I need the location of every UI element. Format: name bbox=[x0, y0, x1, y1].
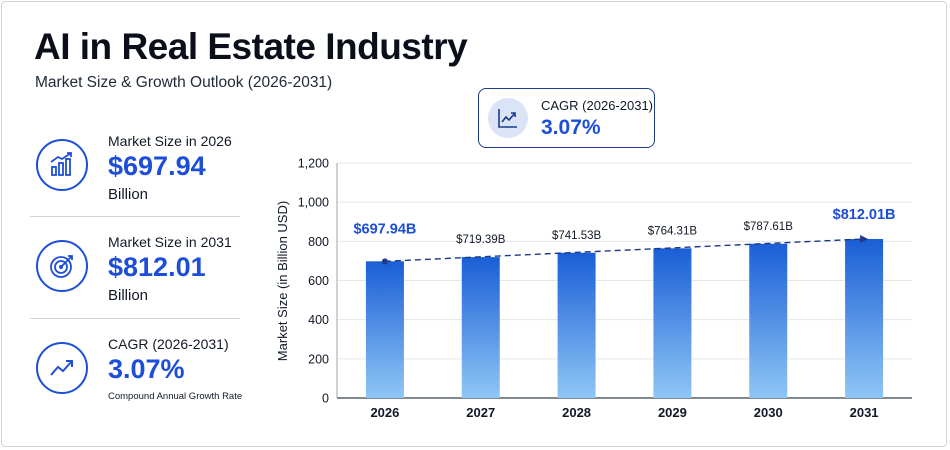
kpi-divider bbox=[30, 216, 240, 217]
bar-2028 bbox=[557, 252, 596, 398]
y-axis-label: Market Size (in Billion USD) bbox=[275, 201, 290, 361]
bar-2031 bbox=[845, 238, 884, 398]
kpi-value: $812.01 bbox=[108, 252, 206, 282]
line-chart-icon bbox=[488, 98, 528, 138]
cagr-callout-value: 3.07% bbox=[541, 116, 601, 139]
kpi-unit: Billion bbox=[108, 186, 149, 203]
x-tick-label: 2030 bbox=[754, 405, 783, 420]
kpi-label: Market Size in 2026 bbox=[108, 133, 232, 149]
y-tick-label: 200 bbox=[308, 352, 329, 366]
kpi-unit: Billion bbox=[108, 287, 149, 304]
trend-start-point bbox=[381, 258, 388, 265]
kpi-divider bbox=[30, 318, 240, 319]
x-tick-label: 2028 bbox=[562, 405, 591, 420]
kpi-note: Compound Annual Growth Rate bbox=[108, 391, 243, 402]
page-title: AI in Real Estate Industry bbox=[34, 26, 468, 67]
cagr-callout-label: CAGR (2026-2031) bbox=[541, 98, 653, 113]
kpi-cagr: CAGR (2026-2031) 3.07% Compound Annual G… bbox=[30, 328, 243, 416]
data-label: $787.61B bbox=[744, 221, 794, 233]
y-tick-label: 600 bbox=[308, 274, 329, 288]
data-label: $697.94B bbox=[353, 221, 416, 237]
data-label: $719.39B bbox=[456, 234, 506, 246]
data-label: $812.01B bbox=[833, 207, 896, 223]
cagr-callout: CAGR (2026-2031) 3.07% bbox=[478, 88, 655, 148]
bar-chart-growth-icon bbox=[36, 139, 88, 191]
bar-2027 bbox=[461, 257, 500, 398]
trend-up-icon bbox=[36, 342, 88, 394]
data-label: $764.31B bbox=[648, 225, 698, 237]
kpi-market-size-2031: Market Size in 2031 $812.01 Billion bbox=[30, 226, 240, 314]
y-tick-label: 1,000 bbox=[298, 196, 329, 210]
bar-2026 bbox=[365, 261, 404, 398]
kpi-label: Market Size in 2031 bbox=[108, 234, 232, 250]
x-tick-label: 2027 bbox=[466, 405, 495, 420]
kpi-value: $697.94 bbox=[108, 151, 206, 181]
page-subtitle: Market Size & Growth Outlook (2026-2031) bbox=[35, 74, 333, 91]
y-tick-label: 0 bbox=[322, 392, 329, 406]
kpi-market-size-2026: Market Size in 2026 $697.94 Billion bbox=[30, 125, 240, 213]
trend-arrowhead bbox=[860, 234, 869, 243]
kpi-value: 3.07% bbox=[108, 354, 185, 384]
x-tick-label: 2026 bbox=[370, 405, 399, 420]
x-tick-label: 2029 bbox=[658, 405, 687, 420]
kpi-label: CAGR (2026-2031) bbox=[108, 336, 229, 352]
y-tick-label: 1,200 bbox=[298, 157, 329, 171]
bar-2029 bbox=[653, 248, 692, 398]
data-label: $741.53B bbox=[552, 230, 602, 242]
y-tick-label: 400 bbox=[308, 313, 329, 327]
x-tick-label: 2031 bbox=[850, 405, 879, 420]
y-tick-label: 800 bbox=[308, 235, 329, 249]
target-icon bbox=[36, 240, 88, 292]
bar-2030 bbox=[749, 243, 788, 398]
